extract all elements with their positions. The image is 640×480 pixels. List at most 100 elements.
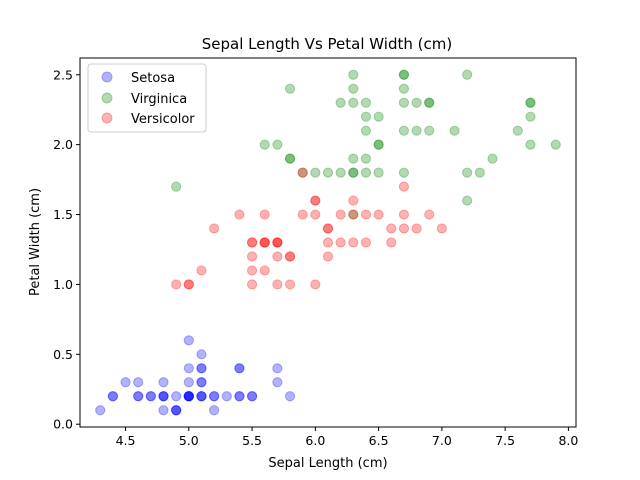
- point-virginica: [297, 167, 308, 178]
- point-versicolor: [297, 209, 308, 220]
- y-tick-label: 1.5: [53, 207, 73, 222]
- point-virginica: [373, 139, 384, 150]
- point-versicolor: [284, 251, 296, 262]
- point-versicolor: [436, 223, 447, 234]
- point-virginica: [462, 195, 473, 206]
- point-setosa: [196, 391, 207, 402]
- point-virginica: [310, 167, 321, 178]
- point-virginica: [284, 153, 296, 164]
- point-versicolor: [398, 209, 410, 220]
- x-tick-label: 8.0: [558, 433, 578, 448]
- point-versicolor: [322, 223, 334, 234]
- point-versicolor: [348, 195, 359, 206]
- point-virginica: [398, 97, 410, 108]
- point-setosa: [196, 349, 207, 360]
- legend: Setosa Virginica Versicolor: [87, 63, 207, 133]
- y-tick-label: 1.0: [53, 277, 73, 292]
- point-setosa: [246, 391, 258, 402]
- point-setosa: [234, 391, 245, 402]
- x-axis-ticks: 4.5 5.0 5.5 6.0 6.5 7.0 7.5 8.0: [116, 427, 578, 448]
- point-versicolor: [246, 265, 258, 276]
- point-virginica: [373, 167, 384, 178]
- point-versicolor: [259, 265, 270, 276]
- point-setosa: [196, 363, 207, 374]
- point-setosa: [158, 405, 169, 416]
- point-versicolor: [335, 237, 346, 248]
- point-versicolor: [360, 209, 372, 220]
- points-layer: [95, 69, 561, 416]
- point-setosa: [246, 391, 258, 402]
- point-virginica: [424, 125, 435, 136]
- y-axis-label: Petal Width (cm): [28, 188, 43, 296]
- point-versicolor: [310, 279, 321, 290]
- y-tick-label: 2.5: [53, 67, 73, 82]
- point-versicolor: [196, 265, 207, 276]
- point-setosa: [284, 391, 296, 402]
- point-versicolor: [335, 209, 346, 220]
- y-tick-label: 2.0: [53, 137, 73, 152]
- point-versicolor: [259, 237, 270, 248]
- x-tick-label: 6.0: [305, 433, 325, 448]
- point-virginica: [171, 181, 182, 192]
- point-versicolor: [209, 223, 220, 234]
- point-virginica: [335, 97, 346, 108]
- point-versicolor: [234, 209, 245, 220]
- legend-marker-setosa: [101, 71, 113, 83]
- point-virginica: [449, 125, 460, 136]
- point-versicolor: [272, 237, 283, 248]
- point-versicolor: [272, 237, 283, 248]
- point-virginica: [360, 125, 372, 136]
- point-setosa: [158, 391, 169, 402]
- point-virginica: [398, 125, 410, 136]
- point-setosa: [171, 405, 182, 416]
- point-versicolor: [246, 237, 258, 248]
- point-virginica: [424, 97, 435, 108]
- point-virginica: [360, 167, 372, 178]
- point-versicolor: [272, 279, 283, 290]
- point-setosa: [234, 391, 245, 402]
- point-versicolor: [171, 279, 182, 290]
- point-setosa: [183, 391, 194, 402]
- legend-label-setosa: Setosa: [131, 71, 175, 86]
- point-versicolor: [348, 237, 359, 248]
- point-virginica: [398, 69, 410, 80]
- point-setosa: [133, 391, 144, 402]
- point-versicolor: [373, 209, 384, 220]
- point-setosa: [209, 405, 220, 416]
- point-virginica: [259, 139, 270, 150]
- point-setosa: [183, 377, 194, 388]
- point-versicolor: [398, 223, 410, 234]
- point-versicolor: [411, 223, 422, 234]
- point-versicolor: [272, 237, 283, 248]
- point-setosa: [183, 363, 194, 374]
- x-tick-label: 4.5: [116, 433, 136, 448]
- point-versicolor: [284, 251, 296, 262]
- point-setosa: [158, 377, 169, 388]
- point-virginica: [398, 83, 410, 94]
- point-versicolor: [310, 195, 321, 206]
- point-setosa: [196, 377, 207, 388]
- point-versicolor: [310, 195, 321, 206]
- point-setosa: [120, 377, 131, 388]
- point-setosa: [107, 391, 119, 402]
- point-virginica: [550, 139, 561, 150]
- legend-label-versicolor: Versicolor: [131, 112, 195, 127]
- point-setosa: [183, 391, 194, 402]
- legend-label-virginica: Virginica: [131, 92, 187, 107]
- point-versicolor: [386, 237, 397, 248]
- point-setosa: [107, 391, 119, 402]
- point-setosa: [183, 391, 194, 402]
- point-versicolor: [272, 251, 283, 262]
- point-versicolor: [183, 279, 194, 290]
- point-virginica: [474, 167, 485, 178]
- point-versicolor: [284, 279, 296, 290]
- point-setosa: [183, 391, 194, 402]
- point-versicolor: [297, 167, 308, 178]
- point-versicolor: [348, 209, 359, 220]
- plot-frame: [79, 57, 577, 428]
- point-setosa: [209, 391, 220, 402]
- point-virginica: [335, 167, 346, 178]
- point-virginica: [411, 125, 422, 136]
- point-virginica: [411, 97, 422, 108]
- point-virginica: [348, 97, 359, 108]
